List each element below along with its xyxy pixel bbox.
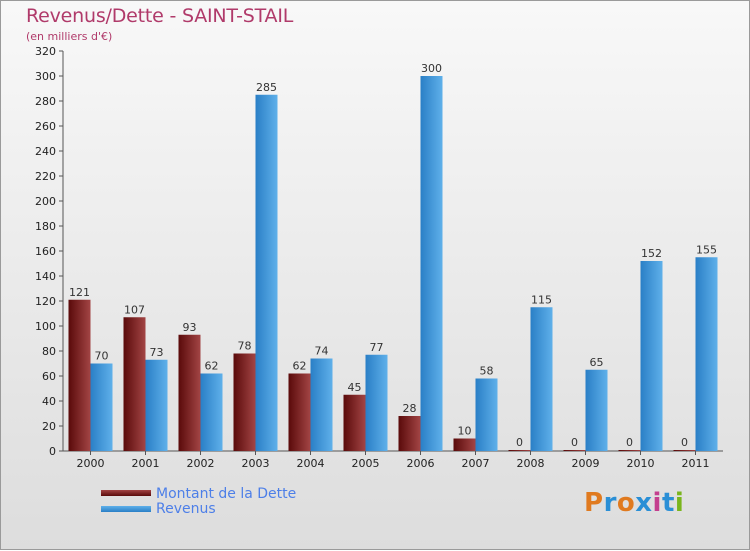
bar-revenue	[365, 354, 388, 451]
logo-letter: P	[584, 488, 604, 518]
bar-debt	[563, 450, 586, 451]
bar-debt	[618, 450, 641, 451]
bar-revenue	[640, 261, 663, 451]
data-label-revenue: 77	[370, 341, 384, 354]
x-tick-label: 2006	[407, 457, 435, 470]
bar-revenue	[695, 257, 718, 451]
x-tick-label: 2002	[187, 457, 215, 470]
y-tick-label: 280	[35, 95, 56, 108]
bar-debt	[233, 353, 256, 451]
bar-revenue	[530, 307, 553, 451]
bar-revenue	[90, 363, 113, 451]
data-label-debt: 78	[238, 340, 252, 353]
data-label-revenue: 285	[256, 81, 277, 94]
bar-revenue	[200, 373, 223, 451]
proxiti-logo: Proxiti	[584, 488, 684, 518]
y-tick-label: 120	[35, 295, 56, 308]
bar-revenue	[585, 369, 608, 451]
data-label-debt: 0	[571, 436, 578, 449]
logo-letter: i	[674, 488, 685, 518]
data-label-debt: 62	[293, 360, 307, 373]
y-tick-label: 260	[35, 120, 56, 133]
data-label-revenue: 74	[315, 345, 329, 358]
bar-debt	[343, 394, 366, 451]
data-label-revenue: 65	[590, 356, 604, 369]
x-tick-label: 2005	[352, 457, 380, 470]
data-label-revenue: 300	[421, 62, 442, 75]
data-label-debt: 0	[516, 436, 523, 449]
data-labels: 121 70 107 73 93 62 78 285 62 74 45 77 28 300 10 58 0 115…	[69, 62, 717, 449]
data-label-revenue: 58	[480, 365, 494, 378]
y-tick-label: 100	[35, 320, 56, 333]
legend-label-debt: Montant de la Dette	[156, 486, 297, 502]
bar-revenue	[475, 378, 498, 451]
bar-debt	[453, 438, 476, 451]
axes: 0204060801001201401601802002202402602803…	[35, 45, 723, 470]
x-tick-label: 2003	[242, 457, 270, 470]
logo-letter: i	[652, 488, 662, 518]
logo-letter: t	[661, 488, 675, 518]
y-tick-label: 180	[35, 220, 56, 233]
data-label-revenue: 62	[205, 360, 219, 373]
data-label-debt: 107	[124, 303, 145, 316]
y-tick-label: 40	[42, 395, 56, 408]
data-label-debt: 0	[681, 436, 688, 449]
bar-debt	[288, 373, 311, 451]
y-tick-label: 320	[35, 45, 56, 58]
y-tick-label: 220	[35, 170, 56, 183]
y-tick-label: 160	[35, 245, 56, 258]
logo-letter: x	[635, 488, 653, 518]
data-label-revenue: 152	[641, 247, 662, 260]
y-tick-label: 240	[35, 145, 56, 158]
data-label-revenue: 155	[696, 243, 717, 256]
x-tick-label: 2011	[682, 457, 710, 470]
y-tick-label: 140	[35, 270, 56, 283]
y-tick-label: 300	[35, 70, 56, 83]
x-tick-label: 2007	[462, 457, 490, 470]
data-label-debt: 10	[458, 425, 472, 438]
data-label-debt: 0	[626, 436, 633, 449]
y-tick-label: 0	[49, 445, 56, 458]
y-tick-label: 60	[42, 370, 56, 383]
x-tick-label: 2001	[132, 457, 160, 470]
y-tick-label: 200	[35, 195, 56, 208]
y-tick-label: 20	[42, 420, 56, 433]
logo-letter: r	[603, 488, 617, 518]
data-label-debt: 93	[183, 321, 197, 334]
legend-swatch-debt	[101, 490, 151, 496]
chart-subtitle: (en milliers d'€)	[26, 30, 113, 43]
data-label-debt: 121	[69, 286, 90, 299]
bar-debt	[673, 450, 696, 451]
bar-debt	[68, 299, 91, 451]
x-tick-label: 2004	[297, 457, 325, 470]
x-tick-label: 2009	[572, 457, 600, 470]
logo-letter: o	[616, 488, 636, 518]
legend-swatch-revenue	[101, 506, 151, 512]
data-label-revenue: 115	[531, 293, 552, 306]
legend-label-revenue: Revenus	[156, 501, 216, 517]
bars	[68, 76, 718, 451]
bar-revenue	[310, 358, 333, 451]
data-label-debt: 45	[348, 381, 362, 394]
chart-title: Revenus/Dette - SAINT-STAIL	[26, 5, 294, 27]
x-tick-label: 2008	[517, 457, 545, 470]
data-label-debt: 28	[403, 402, 417, 415]
bar-debt	[398, 416, 421, 451]
x-tick-label: 2000	[77, 457, 105, 470]
data-label-revenue: 70	[95, 350, 109, 363]
bar-debt	[123, 317, 146, 451]
bar-revenue	[255, 94, 278, 451]
bar-revenue	[420, 76, 443, 451]
x-tick-label: 2010	[627, 457, 655, 470]
bar-debt	[508, 450, 531, 451]
bar-debt	[178, 334, 201, 451]
data-label-revenue: 73	[150, 346, 164, 359]
y-tick-label: 80	[42, 345, 56, 358]
bar-revenue	[145, 359, 168, 451]
